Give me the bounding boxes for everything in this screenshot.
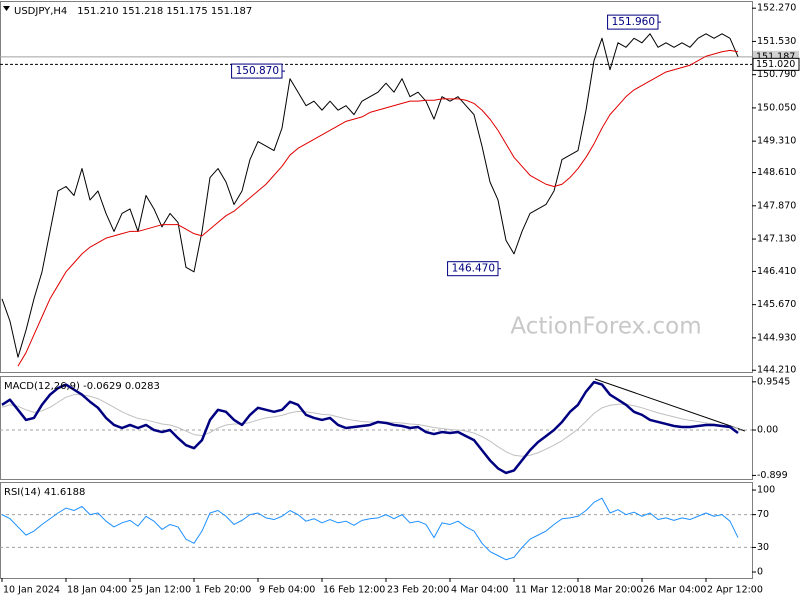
y-tick-label: 149.310 — [757, 136, 796, 147]
x-tick-label: 23 Feb 20:00 — [387, 585, 449, 596]
price-annotation: 151.960 — [612, 16, 655, 28]
series-line — [17, 49, 739, 367]
panel-frame — [0, 482, 753, 579]
series-line — [1, 497, 739, 561]
y-tick-label: 70 — [757, 509, 769, 520]
y-tick-label: 0.00 — [757, 425, 778, 436]
x-tick-label: 9 Feb 04:00 — [259, 585, 315, 596]
price-annotation: 150.870 — [236, 65, 279, 77]
y-tick-label: 30 — [757, 542, 769, 553]
price-level-box — [752, 57, 800, 71]
x-tick-label: 16 Feb 12:00 — [323, 585, 385, 596]
x-tick-label: 2 Apr 12:00 — [707, 585, 763, 596]
symbol-menu-icon — [3, 6, 10, 11]
y-tick-label: 147.130 — [757, 234, 796, 245]
x-tick-label: 10 Jan 2024 — [3, 585, 60, 596]
x-tick-label: 1 Feb 20:00 — [195, 585, 251, 596]
watermark: ActionForex.com — [510, 314, 701, 340]
y-tick-label: 144.210 — [757, 365, 796, 376]
quote: 151.210 151.218 151.175 151.187 — [77, 6, 252, 17]
panel-title: RSI(14) 41.6188 — [4, 487, 85, 498]
panel-title: USDJPY,H4 — [14, 6, 67, 17]
panel-title: MACD(12,26,9) -0.0629 0.0283 — [4, 381, 160, 392]
price-level-label: 151.020 — [756, 59, 795, 70]
x-tick-label: 26 Mar 04:00 — [643, 585, 706, 596]
y-tick-label: 145.670 — [757, 299, 796, 310]
series-line — [1, 33, 739, 358]
y-tick-label: -0.899 — [757, 470, 788, 481]
y-tick-label: 148.610 — [757, 167, 796, 178]
trend-line — [594, 378, 746, 432]
x-tick-label: 18 Jan 04:00 — [67, 585, 127, 596]
y-tick-label: 100 — [757, 485, 775, 496]
y-tick-label: 0 — [757, 567, 763, 578]
panel-frame — [0, 376, 753, 480]
series-line — [1, 380, 739, 475]
price-level-label: 151.187 — [756, 51, 795, 62]
x-tick-label: 25 Jan 12:00 — [131, 585, 191, 596]
x-tick-label: 4 Mar 04:00 — [451, 585, 508, 596]
series-line — [1, 394, 739, 457]
y-tick-label: 146.410 — [757, 266, 796, 277]
x-tick-label: 18 Mar 20:00 — [579, 585, 642, 596]
y-tick-label: 144.930 — [757, 332, 796, 343]
y-tick-label: 150.050 — [757, 102, 796, 113]
price-annotation: 146.470 — [452, 263, 495, 275]
x-tick-label: 11 Mar 12:00 — [515, 585, 578, 596]
panel-frame — [0, 1, 753, 373]
y-tick-label: 147.870 — [757, 200, 796, 211]
y-tick-label: 150.790 — [757, 69, 796, 80]
y-tick-label: 151.530 — [757, 36, 796, 47]
y-tick-label: 152.270 — [757, 3, 796, 14]
y-tick-label: 0.9545 — [757, 376, 790, 387]
